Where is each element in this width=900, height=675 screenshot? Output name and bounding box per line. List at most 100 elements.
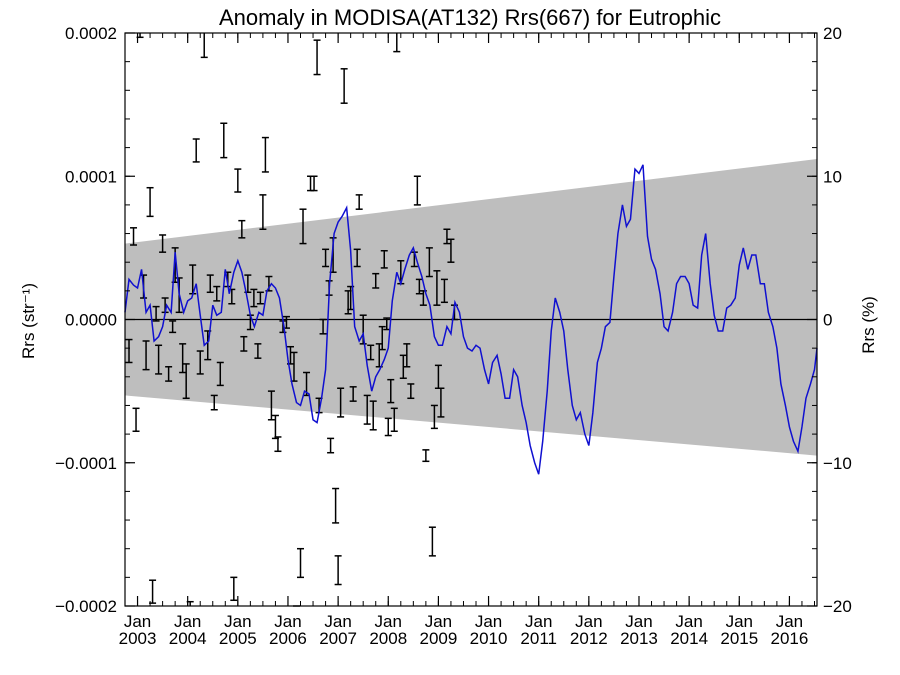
x-tick-month-5: Jan [375, 612, 402, 631]
error-bar-70 [353, 248, 361, 268]
error-bar-41 [261, 136, 269, 173]
error-bar-51 [297, 547, 305, 579]
error-bar-97 [433, 270, 441, 306]
error-bar-66 [340, 68, 348, 104]
error-bar-83 [390, 407, 398, 432]
error-bar-84 [393, 33, 401, 53]
error-bar-0 [125, 338, 133, 364]
x-tick-month-8: Jan [525, 612, 552, 631]
x-tick-month-7: Jan [475, 612, 502, 631]
x-tick-year-3: 2006 [269, 629, 307, 648]
error-bar-21 [196, 350, 204, 375]
error-bar-102 [447, 238, 455, 263]
plot-area [124, 32, 818, 607]
error-bar-55 [310, 175, 318, 192]
x-tick-month-11: Jan [675, 612, 702, 631]
right-y-axis-label: Rrs (%) [859, 296, 878, 354]
left-y-axis: 0.0002 0.0001 0.0000 −0.0001 −0.0002 [55, 24, 135, 616]
error-bar-22 [200, 33, 208, 59]
x-tick-month-6: Jan [425, 612, 452, 631]
error-bar-28 [220, 122, 228, 159]
error-bar-101 [443, 228, 451, 245]
error-bar-40 [259, 194, 267, 231]
error-bar-44 [271, 414, 279, 440]
error-bar-86 [399, 354, 407, 379]
right-y-tick-label-1: 10 [823, 167, 842, 186]
error-bar-64 [334, 555, 342, 586]
error-bar-74 [367, 344, 375, 361]
error-bar-78 [378, 325, 386, 351]
error-bar-37 [250, 288, 258, 308]
x-tick-year-4: 2007 [319, 629, 357, 648]
error-bar-38 [254, 343, 262, 359]
error-bar-32 [234, 168, 242, 193]
right-y-tick-label-0: 20 [823, 24, 842, 43]
x-tick-year-9: 2012 [570, 629, 608, 648]
error-bar-39 [256, 291, 264, 305]
error-bar-79 [380, 249, 388, 269]
error-bar-26 [213, 285, 221, 302]
x-tick-month-4: Jan [324, 612, 351, 631]
right-y-tick-label-4: −20 [823, 597, 852, 616]
error-bar-75 [369, 400, 377, 431]
x-tick-year-10: 2013 [620, 629, 658, 648]
x-tick-month-12: Jan [726, 612, 753, 631]
x-tick-month-9: Jan [575, 612, 602, 631]
error-bar-34 [240, 335, 248, 352]
error-bar-96 [430, 404, 438, 430]
x-tick-year-6: 2009 [419, 629, 457, 648]
error-bar-59 [322, 248, 330, 268]
error-bar-56 [313, 39, 321, 76]
error-bar-100 [440, 278, 448, 304]
error-bar-61 [327, 437, 335, 454]
x-tick-year-12: 2015 [720, 629, 758, 648]
error-bar-25 [210, 394, 218, 411]
error-bar-91 [415, 278, 423, 295]
error-bar-10 [159, 234, 167, 253]
x-tick-month-0: Jan [124, 612, 151, 631]
x-tick-year-13: 2016 [771, 629, 809, 648]
x-tick-month-1: Jan [174, 612, 201, 631]
error-bar-9 [155, 344, 163, 375]
error-bar-31 [230, 576, 238, 602]
x-tick-month-10: Jan [625, 612, 652, 631]
x-tick-year-0: 2003 [119, 629, 157, 648]
right-y-axis: 20 10 0 −10 −20 [807, 24, 852, 616]
error-bar-43 [267, 390, 275, 421]
error-bar-52 [299, 208, 307, 245]
error-bar-95 [428, 526, 436, 557]
x-tick-year-7: 2010 [470, 629, 508, 648]
error-bar-81 [384, 417, 392, 437]
error-bar-17 [182, 363, 190, 400]
x-tick-month-2: Jan [224, 612, 251, 631]
error-bar-88 [407, 383, 415, 400]
x-tick-month-3: Jan [274, 612, 301, 631]
error-bar-13 [169, 320, 177, 334]
left-y-tick-label-0: 0.0002 [65, 24, 117, 43]
error-bar-99 [437, 387, 445, 418]
x-tick-year-11: 2014 [670, 629, 708, 648]
confidence-band [125, 159, 817, 456]
error-bar-93 [422, 449, 430, 463]
x-tick-year-2: 2005 [219, 629, 257, 648]
smoothed-series-line [124, 164, 818, 475]
error-bar-45 [274, 436, 282, 453]
right-y-tick-label-2: 0 [823, 311, 832, 330]
error-bar-16 [179, 343, 187, 374]
left-y-tick-label-1: 0.0001 [65, 167, 117, 186]
error-bar-76 [372, 272, 380, 289]
error-bar-24 [206, 274, 214, 294]
error-bar-2 [132, 407, 140, 432]
chart-title: Anomaly in MODISA(AT132) Rrs(667) for Eu… [219, 5, 721, 30]
left-y-tick-label-4: −0.0002 [55, 597, 117, 616]
error-bar-5 [142, 340, 150, 371]
error-bar-54 [307, 175, 315, 192]
error-bar-20 [192, 138, 200, 163]
error-bar-82 [387, 378, 395, 404]
left-y-axis-label: Rrs (str⁻¹) [19, 283, 38, 359]
right-y-tick-label-3: −10 [823, 454, 852, 473]
x-tick-month-13: Jan [776, 612, 803, 631]
error-bar-69 [349, 386, 357, 402]
error-bar-1 [130, 227, 138, 246]
